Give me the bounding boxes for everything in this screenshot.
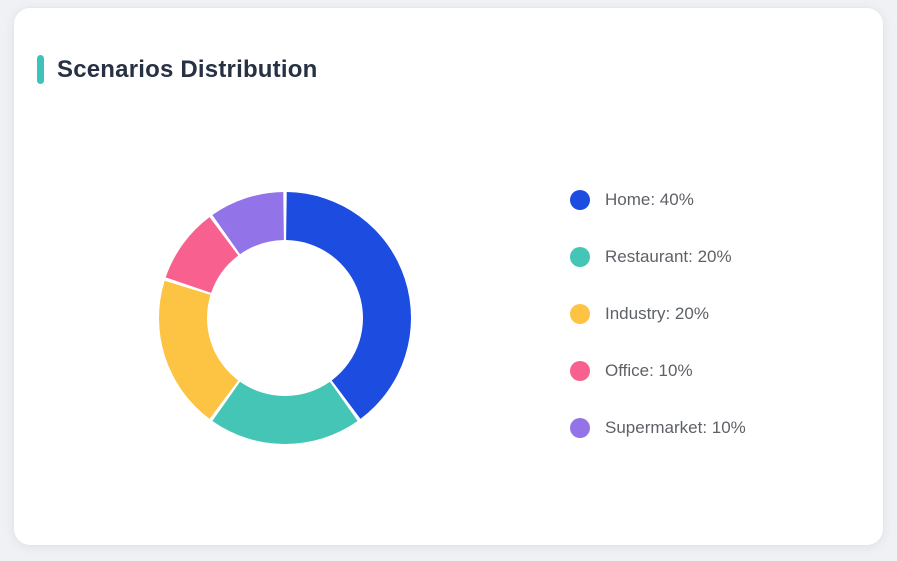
donut-segment-supermarket[interactable] <box>212 192 284 255</box>
title-accent-bar <box>37 55 44 84</box>
donut-segment-home[interactable] <box>286 192 412 419</box>
donut-segment-office[interactable] <box>165 217 239 293</box>
legend-dot <box>570 304 590 324</box>
legend-label: Office: 10% <box>605 361 693 380</box>
legend-label: Supermarket: 10% <box>605 418 746 437</box>
card-header: Scenarios Distribution <box>37 55 317 84</box>
donut-chart <box>155 188 415 448</box>
legend-item-office[interactable]: Office: 10% <box>570 359 746 383</box>
legend-dot <box>570 418 590 438</box>
donut-segment-industry[interactable] <box>158 280 239 419</box>
legend-item-home[interactable]: Home: 40% <box>570 188 746 212</box>
legend-dot <box>570 247 590 267</box>
legend-dot <box>570 361 590 381</box>
legend-item-restaurant[interactable]: Restaurant: 20% <box>570 245 746 269</box>
legend-label: Restaurant: 20% <box>605 247 732 266</box>
legend-dot <box>570 190 590 210</box>
donut-segment-restaurant[interactable] <box>212 381 358 444</box>
scenarios-distribution-card: Scenarios Distribution Home: 40% Restaur… <box>14 8 883 545</box>
legend-item-industry[interactable]: Industry: 20% <box>570 302 746 326</box>
page-title: Scenarios Distribution <box>57 55 318 83</box>
donut-chart-svg[interactable] <box>155 188 415 448</box>
chart-legend: Home: 40% Restaurant: 20% Industry: 20% … <box>570 188 746 440</box>
legend-item-supermarket[interactable]: Supermarket: 10% <box>570 416 746 440</box>
legend-label: Home: 40% <box>605 190 694 209</box>
legend-label: Industry: 20% <box>605 304 709 323</box>
